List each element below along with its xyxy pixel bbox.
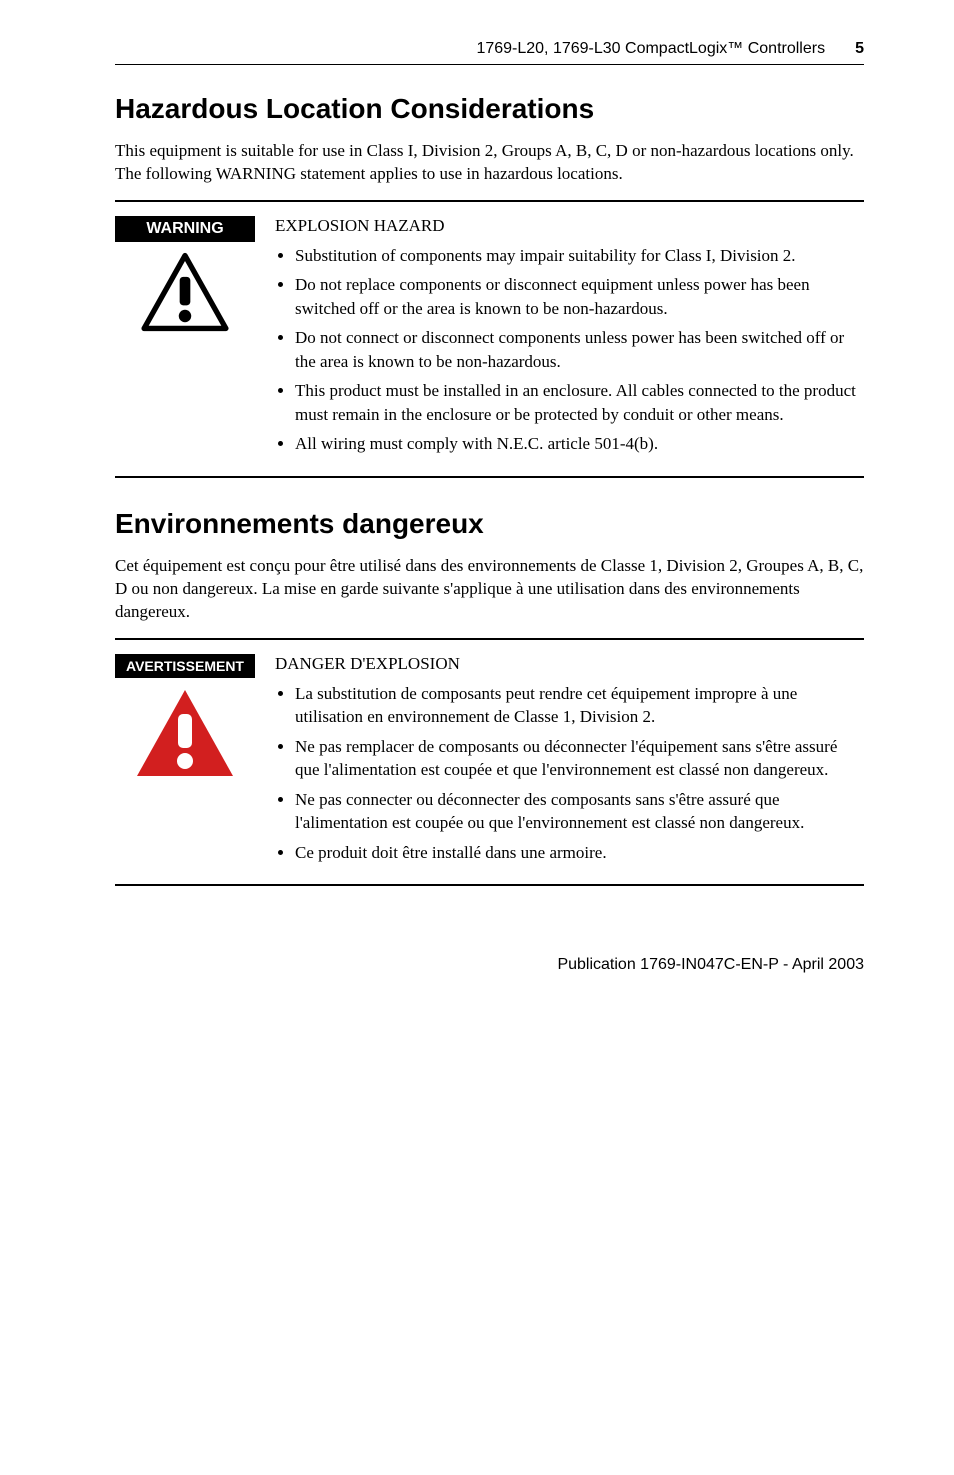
list-item: Ne pas connecter ou déconnecter des comp…	[295, 788, 864, 835]
warning-row: WARNING EXPLOSION HAZARD Substitution of…	[115, 216, 864, 462]
section2-heading: Environnements dangereux	[115, 508, 864, 540]
warning-bullets: Substitution of components may impair su…	[275, 244, 864, 456]
warning-block-2: AVERTISSEMENT DANGER D'EXPLOSION La subs…	[115, 638, 864, 886]
warning-bullets: La substitution de composants peut rendr…	[275, 682, 864, 864]
page: 1769-L20, 1769-L30 CompactLogix™ Control…	[0, 0, 954, 1034]
warning-block-1: WARNING EXPLOSION HAZARD Substitution of…	[115, 200, 864, 478]
list-item: Do not replace components or disconnect …	[295, 273, 864, 320]
section1-heading: Hazardous Location Considerations	[115, 93, 864, 125]
header-title: 1769-L20, 1769-L30 CompactLogix™ Control…	[476, 40, 825, 57]
list-item: Ne pas remplacer de composants ou déconn…	[295, 735, 864, 782]
list-item: Ce produit doit être installé dans une a…	[295, 841, 864, 864]
warning-content: DANGER D'EXPLOSION La substitution de co…	[255, 654, 864, 870]
page-number: 5	[855, 40, 864, 57]
list-item: La substitution de composants peut rendr…	[295, 682, 864, 729]
warning-heading: EXPLOSION HAZARD	[275, 216, 864, 236]
warning-row: AVERTISSEMENT DANGER D'EXPLOSION La subs…	[115, 654, 864, 870]
list-item: This product must be installed in an enc…	[295, 379, 864, 426]
warning-left: WARNING	[115, 216, 255, 337]
header-bar: 1769-L20, 1769-L30 CompactLogix™ Control…	[115, 40, 864, 65]
section2-intro: Cet équipement est conçu pour être utili…	[115, 554, 864, 624]
warning-triangle-outline-icon	[140, 252, 230, 337]
warning-heading: DANGER D'EXPLOSION	[275, 654, 864, 674]
avertissement-label: AVERTISSEMENT	[115, 654, 255, 678]
warning-label: WARNING	[115, 216, 255, 242]
list-item: Substitution of components may impair su…	[295, 244, 864, 267]
warning-left: AVERTISSEMENT	[115, 654, 255, 783]
warning-content: EXPLOSION HAZARD Substitution of compone…	[255, 216, 864, 462]
section1-intro: This equipment is suitable for use in Cl…	[115, 139, 864, 186]
warning-triangle-solid-icon	[135, 688, 235, 783]
list-item: Do not connect or disconnect components …	[295, 326, 864, 373]
footer-text: Publication 1769-IN047C-EN-P - April 200…	[115, 956, 864, 974]
list-item: All wiring must comply with N.E.C. artic…	[295, 432, 864, 455]
